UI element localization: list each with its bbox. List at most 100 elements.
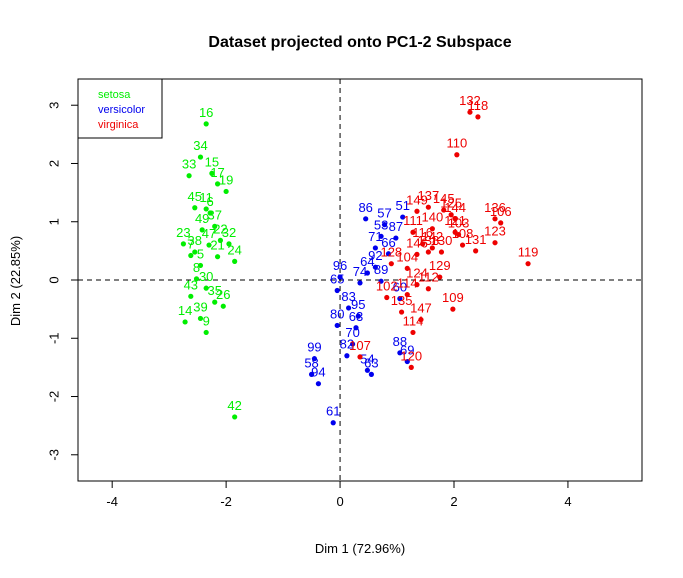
point-label: 121: [444, 213, 466, 228]
data-point: [378, 233, 384, 239]
data-point: [410, 329, 416, 336]
data-point: [398, 309, 405, 315]
point-label: 146: [406, 235, 428, 250]
data-point: [397, 350, 403, 356]
point-label: 128: [380, 245, 402, 260]
point-label: 118: [468, 98, 489, 113]
point-label: 30: [199, 269, 213, 284]
y-tick-label: -3: [47, 449, 62, 461]
data-point: [203, 329, 209, 336]
data-point: [203, 285, 209, 291]
point-label: 131: [465, 232, 487, 247]
data-point: [192, 249, 198, 255]
point-label: 109: [442, 290, 464, 305]
point-label: 124: [406, 266, 428, 281]
point-label: 35: [207, 283, 221, 298]
point-label: 120: [400, 348, 422, 363]
point-label: 49: [195, 211, 209, 226]
data-point: [414, 251, 420, 257]
data-point: [180, 241, 186, 247]
point-label: 119: [518, 245, 539, 260]
point-label: 58: [304, 355, 318, 370]
data-point: [404, 358, 410, 365]
point-label: 137: [418, 188, 440, 203]
point-label: 16: [199, 105, 213, 120]
point-label: 138: [418, 233, 440, 248]
data-point: [420, 241, 426, 247]
data-point: [197, 315, 204, 322]
data-point: [315, 381, 322, 387]
data-point: [492, 216, 498, 222]
point-label: 34: [193, 138, 207, 153]
data-point: [223, 188, 229, 195]
x-tick-label: -4: [106, 494, 118, 509]
data-point: [193, 276, 200, 282]
data-point: [454, 152, 460, 158]
data-point: [414, 282, 420, 288]
point-label: 125: [440, 196, 462, 211]
reference-lines: [78, 79, 642, 481]
point-label: 8: [193, 260, 200, 275]
data-point: [364, 367, 371, 373]
point-label: 136: [484, 200, 506, 215]
point-label: 24: [227, 242, 241, 257]
legend-entry-setosa: setosa: [98, 89, 131, 101]
data-point: [308, 371, 315, 377]
point-label: 60: [393, 280, 407, 295]
data-point: [467, 109, 473, 115]
point-label: 102: [376, 278, 398, 293]
point-label: 66: [381, 235, 395, 250]
data-point: [452, 216, 458, 222]
point-label: 106: [490, 204, 512, 219]
data-point: [188, 252, 194, 259]
point-label: 26: [216, 287, 230, 302]
y-axis-label: Dim 2 (22.85%): [8, 236, 23, 326]
y-tick-label: 0: [47, 276, 62, 283]
data-point: [378, 278, 384, 284]
point-label: 33: [182, 157, 196, 172]
point-label: 94: [311, 365, 325, 380]
point-label: 111: [403, 213, 423, 228]
data-point: [337, 274, 343, 280]
data-point: [437, 274, 443, 280]
point-label: 129: [429, 258, 451, 273]
data-point: [349, 341, 356, 347]
legend: setosa versicolor virginica: [77, 78, 163, 139]
point-label: 71: [368, 229, 382, 244]
data-point: [429, 245, 435, 251]
data-point: [353, 325, 359, 331]
x-axis-label: Dim 1 (72.96%): [315, 541, 405, 556]
point-label: 87: [389, 219, 403, 234]
data-point: [459, 242, 466, 248]
point-label: 38: [188, 233, 202, 248]
point-label: 9: [203, 313, 210, 328]
data-point: [217, 237, 224, 243]
data-point: [188, 293, 194, 299]
data-point: [212, 299, 218, 305]
point-label: 149: [406, 192, 428, 207]
point-label: 65: [330, 271, 344, 286]
point-label: 70: [345, 325, 359, 340]
x-tick-label: 2: [450, 494, 457, 509]
point-label: 110: [446, 136, 467, 151]
data-point: [186, 173, 192, 179]
data-point: [197, 262, 204, 269]
point-label: 83: [341, 289, 355, 304]
point-label: 32: [222, 225, 236, 240]
data-point: [385, 251, 392, 257]
legend-box: [77, 78, 163, 139]
point-label: 15: [205, 154, 219, 169]
point-label: 132: [459, 93, 481, 108]
data-point: [372, 264, 378, 270]
point-label: 57: [377, 206, 391, 221]
point-label: 123: [484, 224, 506, 239]
point-label: 88: [393, 334, 407, 349]
point-label: 103: [448, 216, 470, 231]
data-point: [393, 235, 399, 241]
chart-title: Dataset projected onto PC1-2 Subspace: [208, 34, 511, 51]
data-point: [448, 212, 454, 218]
data-point: [182, 319, 188, 325]
